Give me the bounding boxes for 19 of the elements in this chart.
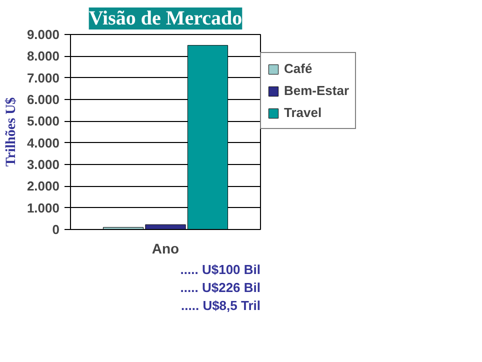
y-tick-label: 5.000: [26, 114, 60, 129]
y-tick-label: 8.000: [26, 48, 60, 64]
legend-label: Bem-Estar: [284, 82, 350, 100]
y-tick-label: 1.000: [26, 200, 60, 216]
y-tick-label: 9.000: [26, 27, 60, 42]
text: ..... U$8,5 Tril: [181, 298, 261, 313]
y-tick-label: 3.000: [26, 157, 60, 172]
x-tick-label: Ano: [152, 240, 180, 256]
y-tick-label: 0: [52, 222, 60, 237]
y-tick-label: 7.000: [26, 70, 60, 86]
text: ..... U$226 Bil: [180, 280, 260, 295]
text: ..... U$100 Bil: [180, 262, 260, 277]
y-tick-label: 2.000: [26, 178, 60, 194]
legend-label: Café: [284, 60, 312, 78]
chart-title: Visão de Mercado: [88, 8, 242, 30]
legend-label: Travel: [284, 104, 322, 122]
y-tick-label: 4.000: [26, 135, 60, 150]
y-tick-label: 6.000: [26, 92, 60, 107]
y-axis-title: Trilhões U$: [4, 97, 19, 167]
